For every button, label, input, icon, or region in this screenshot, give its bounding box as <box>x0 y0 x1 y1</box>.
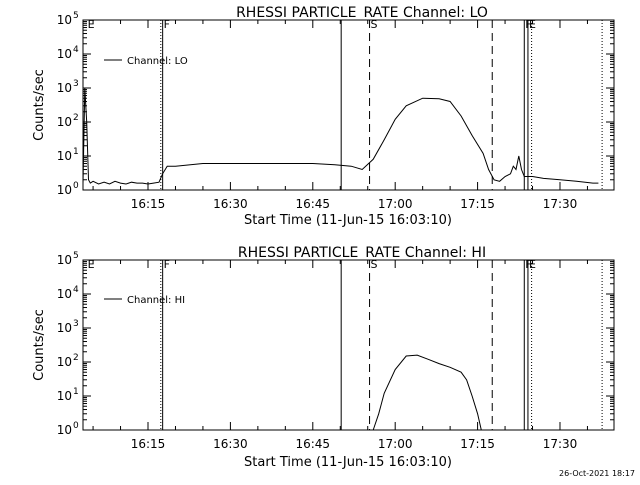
legend-label: Channel: HI <box>127 295 185 306</box>
x-tick-label: 16:30 <box>213 437 248 451</box>
y-tick-label: 10 <box>57 253 72 267</box>
y-tick-exponent: 1 <box>73 147 79 157</box>
time-markers <box>160 20 603 190</box>
x-tick-label: 16:15 <box>131 437 166 451</box>
panel-lo: RHESSI PARTICLE_RATE Channel: LO Counts/… <box>32 5 615 228</box>
y-tick-label: 10 <box>57 183 72 197</box>
plot-frame <box>82 259 615 431</box>
y-tick-label: 10 <box>57 287 72 301</box>
plot-frame <box>82 19 615 191</box>
y-tick-exponent: 4 <box>73 45 79 55</box>
y-tick-label: 10 <box>57 81 72 95</box>
x-axis-label: Start Time (11-Jun-15 16:03:10) <box>244 213 452 228</box>
x-tick-label: 17:15 <box>460 197 495 211</box>
flag-label: S <box>371 18 378 31</box>
y-tick-label: 10 <box>57 423 72 437</box>
flag-labels: E F S FE <box>88 18 536 31</box>
y-tick-exponent: 2 <box>73 113 79 123</box>
y-tick-exponent: 4 <box>73 285 79 295</box>
flag-label: F <box>164 258 170 271</box>
legend-label: Channel: LO <box>127 56 188 67</box>
y-tick-label: 10 <box>57 149 72 163</box>
y-tick-exponent: 0 <box>73 421 79 431</box>
y-tick-label: 10 <box>57 115 72 129</box>
flag-labels: E F S FE <box>88 258 536 271</box>
x-tick-label: 17:00 <box>378 197 413 211</box>
panel-hi: RHESSI PARTICLE_RATE Channel: HI Counts/… <box>32 245 615 470</box>
flag-label: F <box>525 18 531 31</box>
flag-label: E <box>529 18 536 31</box>
y-tick-exponent: 5 <box>73 251 79 261</box>
flag-label: E <box>88 258 95 271</box>
chart-title: RHESSI PARTICLE_RATE Channel: HI <box>238 245 486 261</box>
flag-label: F <box>164 18 170 31</box>
y-tick-label: 10 <box>57 47 72 61</box>
x-tick-label: 16:45 <box>295 197 330 211</box>
x-ticks: 16:15 16:30 16:45 17:00 17:15 17:30 <box>92 260 588 451</box>
series-line <box>372 354 482 431</box>
x-tick-label: 16:30 <box>213 197 248 211</box>
legend: Channel: LO <box>104 56 188 67</box>
y-tick-exponent: 5 <box>73 11 79 21</box>
y-axis-label: Counts/sec <box>32 309 47 381</box>
date-stamp: 26-Oct-2021 18:17 <box>559 469 635 478</box>
y-tick-exponent: 3 <box>73 319 79 329</box>
x-ticks: 16:15 16:30 16:45 17:00 17:15 17:30 <box>92 20 588 211</box>
chart-title: RHESSI PARTICLE_RATE Channel: LO <box>236 5 488 21</box>
flag-label: E <box>529 258 536 271</box>
y-tick-exponent: 0 <box>73 181 79 191</box>
flag-label: F <box>525 258 531 271</box>
x-tick-label: 17:30 <box>543 197 578 211</box>
y-tick-exponent: 3 <box>73 79 79 89</box>
series-line <box>82 87 599 185</box>
legend: Channel: HI <box>104 295 185 306</box>
x-tick-label: 17:30 <box>543 437 578 451</box>
y-tick-label: 10 <box>57 389 72 403</box>
y-tick-exponent: 1 <box>73 387 79 397</box>
time-markers <box>160 260 603 430</box>
y-axis-label: Counts/sec <box>32 69 47 141</box>
flag-label: S <box>371 258 378 271</box>
y-tick-exponent: 2 <box>73 353 79 363</box>
x-tick-label: 17:00 <box>378 437 413 451</box>
x-tick-label: 17:15 <box>460 437 495 451</box>
x-axis-label: Start Time (11-Jun-15 16:03:10) <box>244 455 452 470</box>
x-tick-label: 16:45 <box>295 437 330 451</box>
flag-label: E <box>88 18 95 31</box>
y-tick-label: 10 <box>57 321 72 335</box>
y-tick-label: 10 <box>57 13 72 27</box>
y-tick-label: 10 <box>57 355 72 369</box>
x-tick-label: 16:15 <box>131 197 166 211</box>
